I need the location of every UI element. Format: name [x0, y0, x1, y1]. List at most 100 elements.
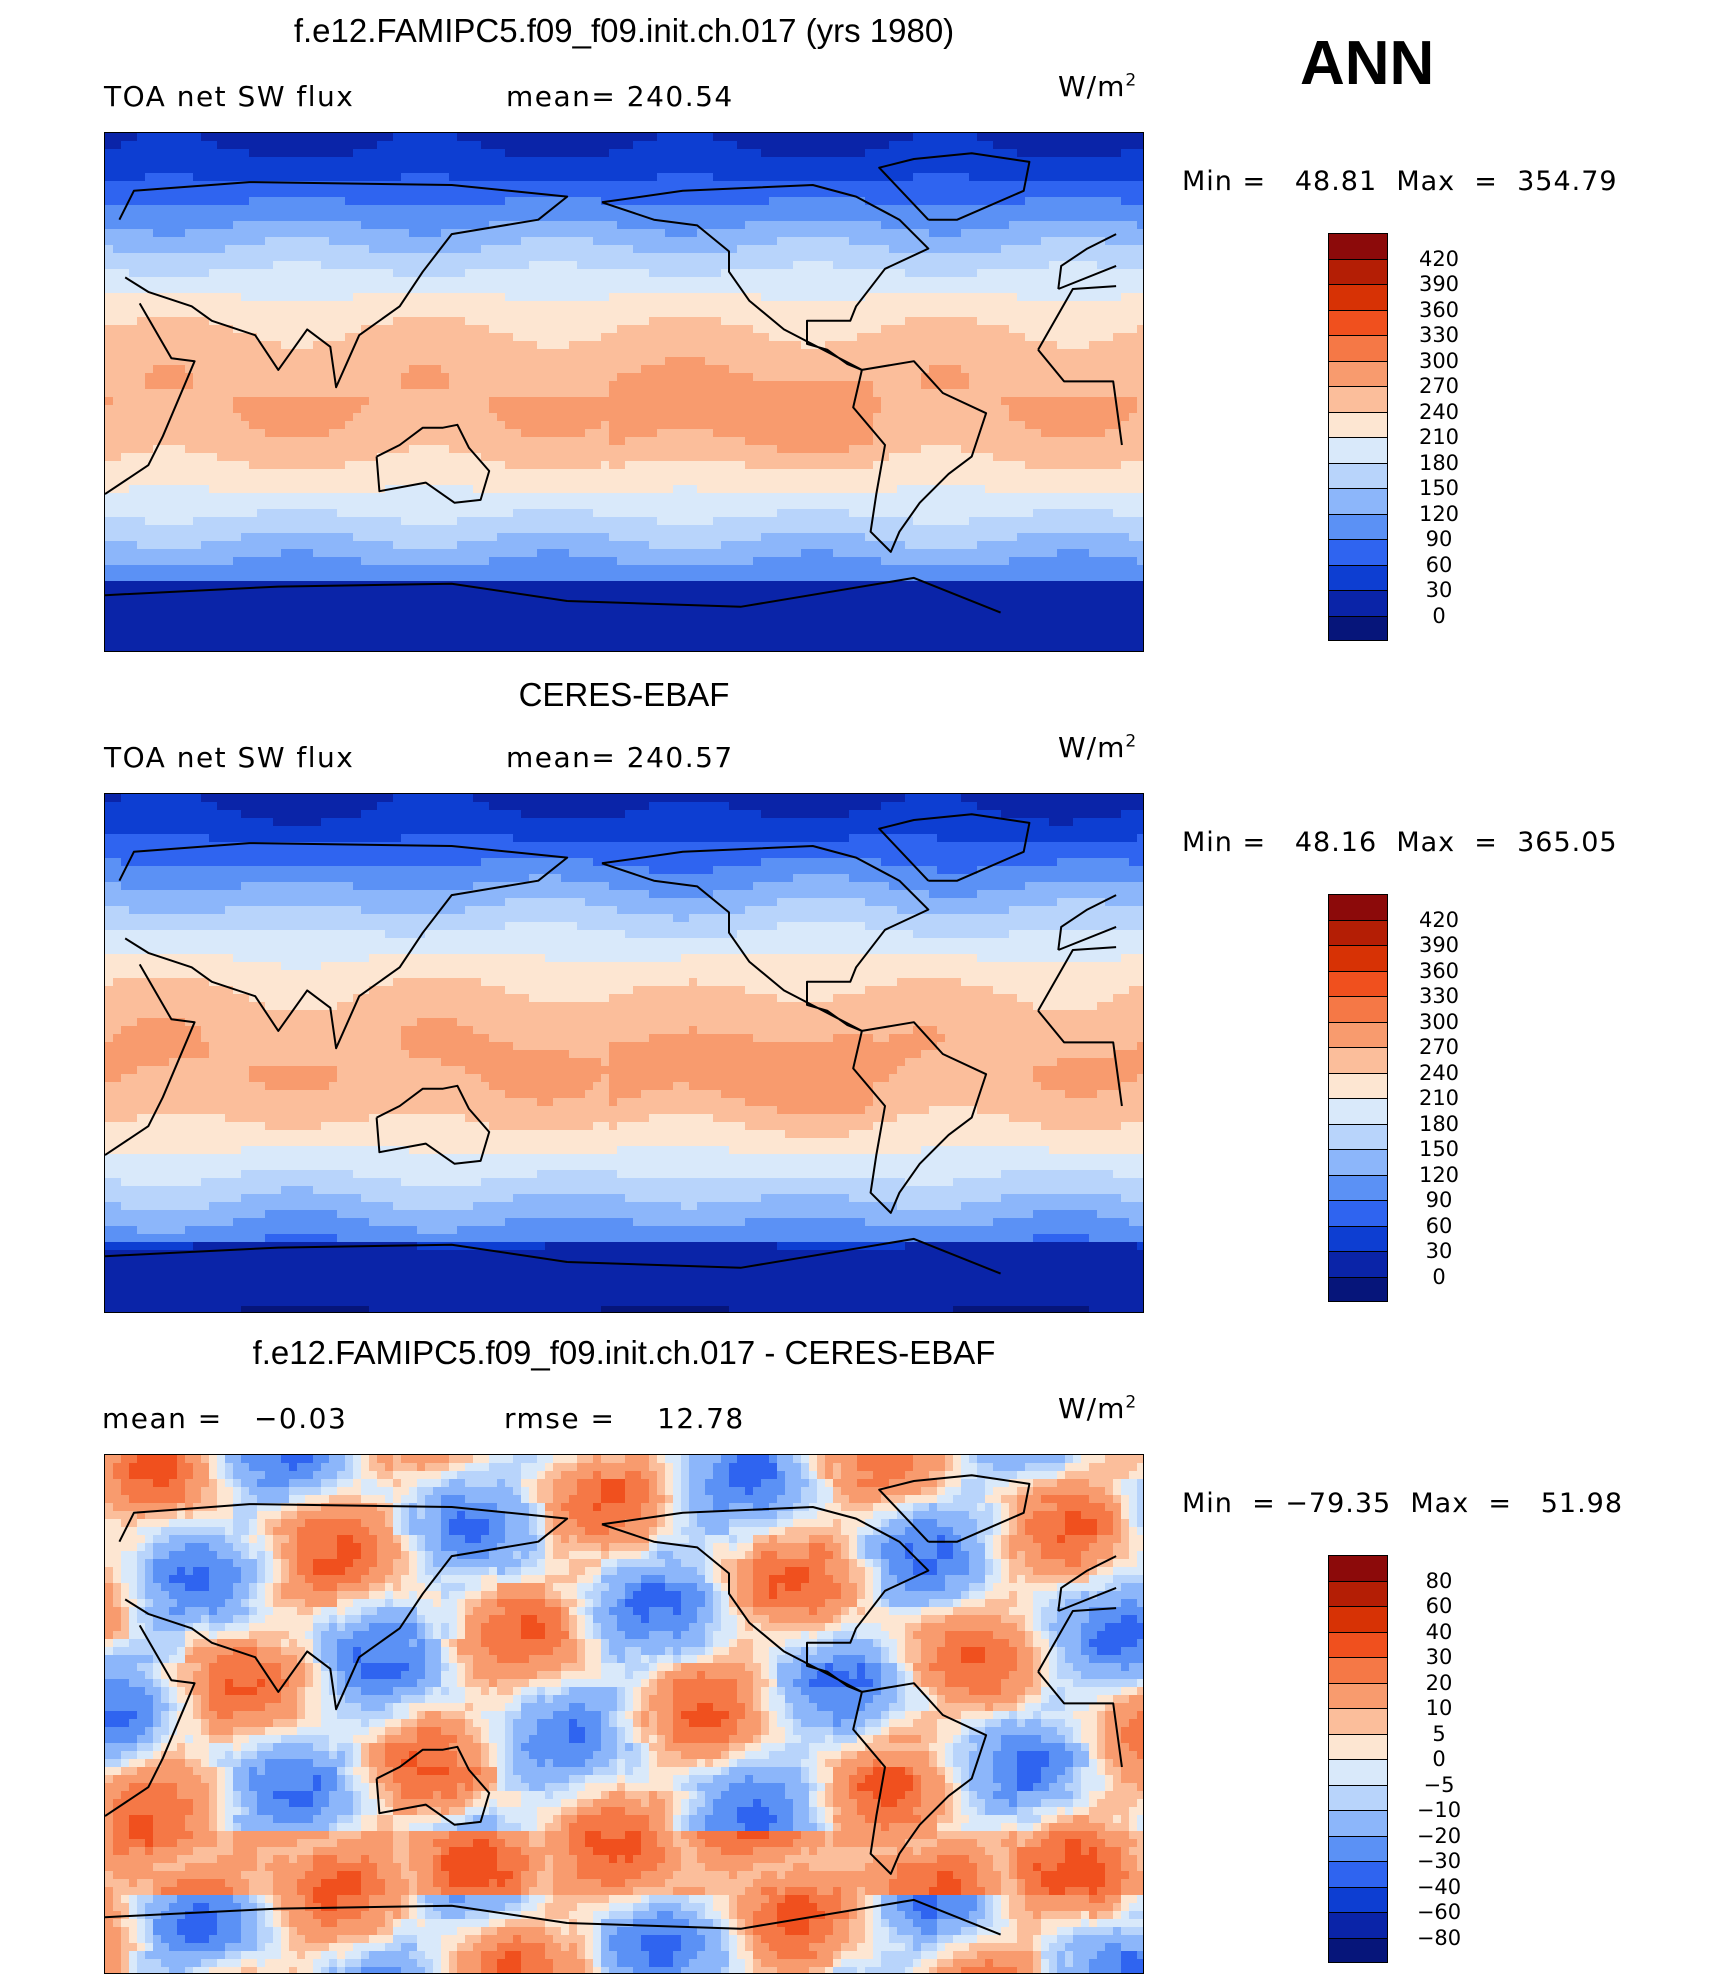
panel-2-units: W/m2 — [1058, 731, 1137, 764]
colorbar-swatch — [1328, 335, 1388, 361]
panel-1-variable-label: TOA net SW flux — [104, 80, 354, 113]
panel-3-units: W/m2 — [1058, 1392, 1137, 1425]
panel-2-mean-label: mean= 240.57 — [506, 741, 734, 774]
colorbar-tick-label: 270 — [1404, 374, 1474, 398]
colorbar-swatch — [1328, 1021, 1388, 1047]
colorbar-swatch — [1328, 1657, 1388, 1683]
colorbar-tick-label: 30 — [1404, 1645, 1474, 1669]
panel-2-variable-label: TOA net SW flux — [104, 741, 354, 774]
colorbar-tick-label: 390 — [1404, 933, 1474, 957]
colorbar-tick-label: 120 — [1404, 1163, 1474, 1187]
colorbar-tick-label: 420 — [1404, 908, 1474, 932]
colorbar-tick-label: 210 — [1404, 425, 1474, 449]
colorbar-tick-label: −10 — [1404, 1798, 1474, 1822]
colorbar-tick-label: 40 — [1404, 1620, 1474, 1644]
colorbar-swatch — [1328, 1606, 1388, 1632]
colorbar-tick-label: 90 — [1404, 527, 1474, 551]
panel-3-mean-label: mean = −0.03 — [102, 1402, 347, 1435]
colorbar-swatch — [1328, 894, 1388, 920]
colorbar-tick-label: 0 — [1404, 1747, 1474, 1771]
colorbar-tick-label: −30 — [1404, 1849, 1474, 1873]
colorbar-tick-label: −5 — [1404, 1773, 1474, 1797]
colorbar-tick-label: 60 — [1404, 1594, 1474, 1618]
colorbar-tick-label: −40 — [1404, 1875, 1474, 1899]
panel-2-minmax: Min = 48.16 Max = 365.05 — [1182, 827, 1618, 858]
colorbar-swatch — [1328, 1225, 1388, 1251]
colorbar-tick-label: 20 — [1404, 1671, 1474, 1695]
colorbar-swatch — [1328, 462, 1388, 488]
colorbar-tick-label: 80 — [1404, 1569, 1474, 1593]
colorbar-tick-label: 420 — [1404, 247, 1474, 271]
panel-1-mean-label: mean= 240.54 — [506, 80, 734, 113]
colorbar-tick-label: 300 — [1404, 349, 1474, 373]
panel-2-map — [104, 793, 1144, 1313]
colorbar-swatch — [1328, 1886, 1388, 1912]
panel-1-minmax: Min = 48.81 Max = 354.79 — [1182, 166, 1618, 197]
colorbar-swatch — [1328, 919, 1388, 945]
colorbar-tick-label: 360 — [1404, 959, 1474, 983]
colorbar-swatch — [1328, 513, 1388, 539]
colorbar-swatch — [1328, 1149, 1388, 1175]
colorbar-swatch — [1328, 1912, 1388, 1938]
colorbar-tick-label: 240 — [1404, 1061, 1474, 1085]
colorbar-swatch — [1328, 233, 1388, 259]
colorbar-swatch — [1328, 437, 1388, 463]
colorbar-swatch — [1328, 1555, 1388, 1581]
colorbar-tick-label: 360 — [1404, 298, 1474, 322]
colorbar-swatch — [1328, 1759, 1388, 1785]
panel-2-title: CERES-EBAF — [104, 676, 1144, 714]
colorbar-tick-label: 10 — [1404, 1696, 1474, 1720]
colorbar-swatch — [1328, 411, 1388, 437]
colorbar-tick-label: 210 — [1404, 1086, 1474, 1110]
colorbar-swatch — [1328, 996, 1388, 1022]
panel-1-map — [104, 132, 1144, 652]
colorbar-swatch — [1328, 539, 1388, 565]
colorbar-swatch — [1328, 1174, 1388, 1200]
colorbar-swatch — [1328, 564, 1388, 590]
colorbar-swatch — [1328, 1835, 1388, 1861]
colorbar-tick-label: 30 — [1404, 578, 1474, 602]
contour-field — [105, 794, 1143, 1312]
colorbar-tick-label: 330 — [1404, 984, 1474, 1008]
colorbar-swatch — [1328, 1784, 1388, 1810]
colorbar-tick-label: 300 — [1404, 1010, 1474, 1034]
colorbar-tick-label: 0 — [1404, 604, 1474, 628]
panel-1-units: W/m2 — [1058, 70, 1137, 103]
coastline-outlines — [105, 813, 1123, 1275]
colorbar-swatch — [1328, 1937, 1388, 1963]
colorbar-swatch — [1328, 1276, 1388, 1302]
panel-1-title: f.e12.FAMIPC5.f09_f09.init.ch.017 (yrs 1… — [104, 12, 1144, 50]
colorbar-swatch — [1328, 1123, 1388, 1149]
colorbar-tick-label: 120 — [1404, 502, 1474, 526]
colorbar-swatch — [1328, 309, 1388, 335]
colorbar-swatch — [1328, 258, 1388, 284]
colorbar-tick-label: 150 — [1404, 476, 1474, 500]
colorbar-swatch — [1328, 1200, 1388, 1226]
panel-2-colorbar — [1328, 894, 1388, 1302]
colorbar-swatch — [1328, 1098, 1388, 1124]
colorbar-swatch — [1328, 590, 1388, 616]
colorbar-swatch — [1328, 945, 1388, 971]
colorbar-tick-label: 390 — [1404, 272, 1474, 296]
colorbar-swatch — [1328, 970, 1388, 996]
colorbar-tick-label: 330 — [1404, 323, 1474, 347]
colorbar-swatch — [1328, 615, 1388, 641]
colorbar-tick-label: 30 — [1404, 1239, 1474, 1263]
colorbar-tick-label: 270 — [1404, 1035, 1474, 1059]
panel-3-rmse-label: rmse = 12.78 — [504, 1402, 745, 1435]
panel-3-minmax: Min = −79.35 Max = 51.98 — [1182, 1488, 1623, 1519]
colorbar-tick-label: −80 — [1404, 1926, 1474, 1950]
panel-3-map — [104, 1454, 1144, 1974]
colorbar-tick-label: −60 — [1404, 1900, 1474, 1924]
colorbar-tick-label: 0 — [1404, 1265, 1474, 1289]
colorbar-swatch — [1328, 1072, 1388, 1098]
colorbar-tick-label: 5 — [1404, 1722, 1474, 1746]
panel-3-title: f.e12.FAMIPC5.f09_f09.init.ch.017 - CERE… — [104, 1334, 1144, 1372]
colorbar-swatch — [1328, 1682, 1388, 1708]
panel-1-colorbar — [1328, 233, 1388, 641]
colorbar-swatch — [1328, 1047, 1388, 1073]
colorbar-tick-label: 60 — [1404, 1214, 1474, 1238]
colorbar-swatch — [1328, 360, 1388, 386]
colorbar-tick-label: 180 — [1404, 1112, 1474, 1136]
colorbar-swatch — [1328, 1733, 1388, 1759]
